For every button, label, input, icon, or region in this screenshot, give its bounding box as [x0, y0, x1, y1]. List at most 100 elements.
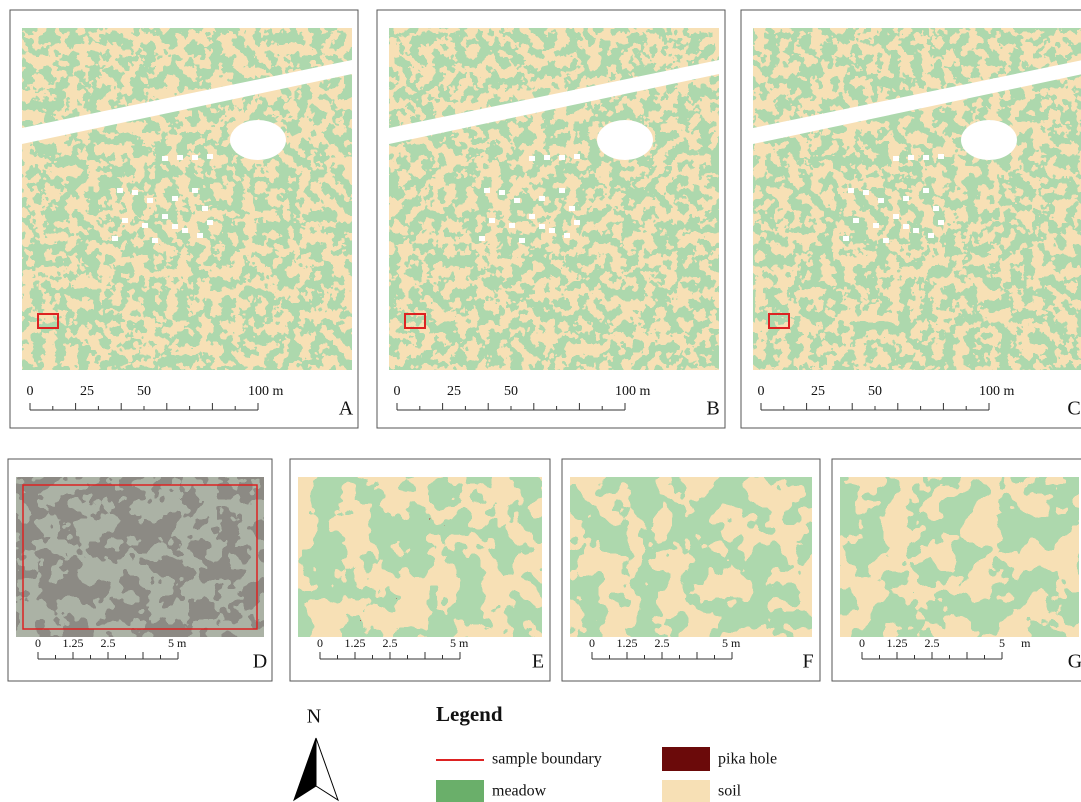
scale-label: m	[1021, 636, 1031, 650]
scale-label: 25	[80, 384, 94, 399]
marker	[207, 154, 213, 159]
legend-title: Legend	[436, 702, 503, 726]
scale-label: 2.5	[925, 636, 940, 650]
marker	[569, 206, 575, 211]
panel-label: C	[1067, 398, 1080, 420]
legend-swatch	[662, 747, 710, 771]
marker	[162, 156, 168, 161]
pika-holes	[570, 477, 812, 637]
marker	[853, 218, 859, 223]
scale-label: 50	[504, 384, 518, 399]
scale-label: 1.25	[63, 636, 84, 650]
marker	[529, 156, 535, 161]
marker	[544, 155, 550, 160]
scale-label: 5 m	[450, 636, 469, 650]
marker	[202, 206, 208, 211]
scale-label: 0	[317, 636, 323, 650]
marker	[499, 190, 505, 195]
pika-holes	[840, 477, 1079, 637]
scale-label: 5 m	[722, 636, 741, 650]
scale-label: 100 m	[615, 384, 651, 399]
scale-label: 100 m	[979, 384, 1015, 399]
panel-label: F	[802, 651, 813, 673]
marker	[913, 228, 919, 233]
marker	[923, 155, 929, 160]
panel-label: E	[532, 651, 544, 673]
marker	[549, 228, 555, 233]
legend-label: soil	[718, 783, 742, 800]
scale-label: 2.5	[655, 636, 670, 650]
scale-label: 0	[394, 384, 401, 399]
marker	[484, 188, 490, 193]
marker	[177, 155, 183, 160]
marker	[938, 154, 944, 159]
panel-label: D	[253, 651, 267, 673]
marker	[878, 198, 884, 203]
marker	[142, 223, 148, 228]
figure: N Legend sample boundary meadow pika hol…	[0, 0, 1081, 802]
scale-label: 25	[811, 384, 825, 399]
pond	[597, 120, 653, 160]
legend-swatch	[662, 780, 710, 802]
marker	[147, 198, 153, 203]
panel-label: G	[1068, 651, 1081, 673]
scale-label: 2.5	[383, 636, 398, 650]
marker	[207, 220, 213, 225]
scale-label: 0	[859, 636, 865, 650]
scale-label: 100 m	[248, 384, 284, 399]
scale-label: 1.25	[887, 636, 908, 650]
legend-label: meadow	[492, 783, 547, 800]
photo-texture	[16, 477, 264, 637]
scale-label: 5 m	[168, 636, 187, 650]
marker	[559, 155, 565, 160]
marker	[489, 218, 495, 223]
legend-label: sample boundary	[492, 751, 602, 768]
scale-label: 0	[35, 636, 41, 650]
marker	[192, 188, 198, 193]
marker	[132, 190, 138, 195]
pika-holes	[298, 477, 542, 637]
marker	[509, 223, 515, 228]
marker	[574, 154, 580, 159]
north-label: N	[307, 706, 321, 728]
marker	[863, 190, 869, 195]
marker	[519, 238, 525, 243]
marker	[112, 236, 118, 241]
marker	[908, 155, 914, 160]
pond	[961, 120, 1017, 160]
marker	[893, 214, 899, 219]
marker	[903, 224, 909, 229]
marker	[479, 236, 485, 241]
marker	[564, 233, 570, 238]
scale-label: 50	[868, 384, 882, 399]
scale-label: 50	[137, 384, 151, 399]
marker	[843, 236, 849, 241]
marker	[559, 188, 565, 193]
marker	[938, 220, 944, 225]
scale-label: 0	[27, 384, 34, 399]
marker	[923, 188, 929, 193]
marker	[152, 238, 158, 243]
marker	[122, 218, 128, 223]
marker	[514, 198, 520, 203]
marker	[574, 220, 580, 225]
legend-swatch	[436, 780, 484, 802]
marker	[933, 206, 939, 211]
marker	[848, 188, 854, 193]
legend-label: pika hole	[718, 751, 777, 768]
panel-label: B	[706, 398, 719, 420]
marker	[117, 188, 123, 193]
scale-label: 2.5	[101, 636, 116, 650]
marker	[192, 155, 198, 160]
scale-label: 0	[589, 636, 595, 650]
marker	[172, 196, 178, 201]
marker	[197, 233, 203, 238]
marker	[873, 223, 879, 228]
pond	[230, 120, 286, 160]
north-arrow	[294, 738, 316, 800]
marker	[182, 228, 188, 233]
marker	[172, 224, 178, 229]
scale-label: 0	[758, 384, 765, 399]
marker	[893, 156, 899, 161]
scale-label: 1.25	[345, 636, 366, 650]
